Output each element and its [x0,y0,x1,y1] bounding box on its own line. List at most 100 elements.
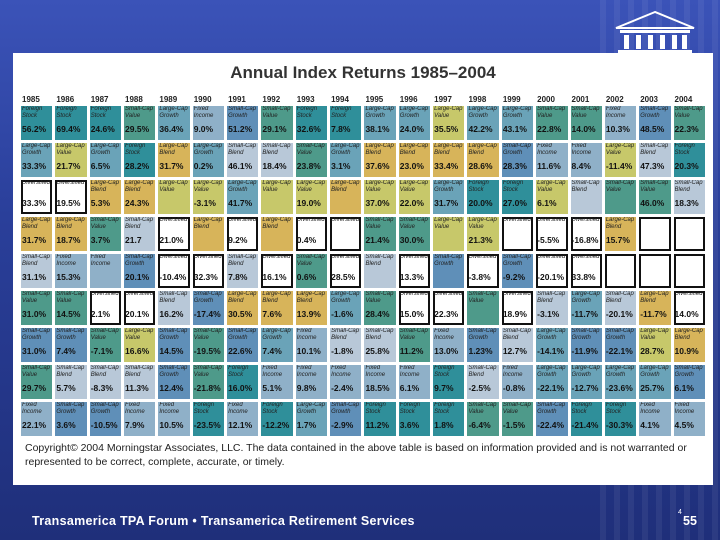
asset-class-label: Foreign Stock [434,365,455,378]
return-cell [672,216,706,252]
asset-class-label: Diversified [537,254,566,260]
return-value: 31.0% [22,346,47,356]
return-cell: Small-Cap Blend 31.1% [20,253,54,289]
asset-class-label: Small-Cap Blend [125,365,154,378]
return-value: 4.1% [640,420,660,430]
return-cell: Large-Cap Growth 43.1% [500,105,535,141]
return-cell: Small-Cap Value 31.0% [20,290,54,326]
return-cell: Small-Cap Blend -3.1% [535,290,569,326]
asset-class-label: Foreign Stock [571,402,592,415]
asset-class-label: Small-Cap Blend [228,254,257,267]
return-cell: Diversified 9.2% [226,216,260,252]
return-value: 22.3% [434,309,459,319]
asset-class-label: Small-Cap Blend [640,143,669,156]
return-value: -1.6% [331,309,354,319]
asset-class-label: Diversified [56,180,85,186]
return-value: 46.1% [228,161,253,171]
asset-class-label: Small-Cap Value [571,106,600,119]
return-cell: Large-Cap Blend 18.7% [54,216,88,252]
return-value: 10.3% [605,124,630,134]
year-header-row: 1985 1986 1987 1988 1989 1990 1991 1992 1993 1994… [20,94,706,104]
asset-class-label: Diversified [296,217,325,223]
asset-class-label: Large-Cap Blend [193,217,223,230]
return-cell: Diversified 18.9% [500,290,535,326]
return-value: 3.1% [331,161,351,171]
asset-class-label: Large-Cap Growth [228,180,257,193]
return-value: 32.6% [296,124,321,134]
table-row: Large-Cap Growth 33.3% Large-Cap Value 21.7… [20,142,706,178]
asset-class-label [675,254,704,269]
return-cell: Large-Cap Growth 7.4% [260,327,294,363]
asset-class-label: Foreign Stock [296,106,318,119]
return-value: 37.0% [365,198,390,208]
year-header: 1992 [262,94,281,104]
return-value: 16.1% [262,272,287,282]
return-cell: Large-Cap Growth 31.7% [432,179,466,215]
return-cell: Diversified 19.5% [54,179,88,215]
return-value: 19.0% [296,198,321,208]
return-cell: Small-Cap Growth 14.5% [157,327,191,363]
year-header: 1989 [159,94,178,104]
return-cell: Small-Cap Growth 20.1% [123,253,157,289]
asset-class-label: Large-Cap Growth [502,106,532,119]
return-value: 0.2% [193,161,214,171]
return-value: 30.5% [228,309,253,319]
asset-class-label: Diversified [125,291,154,297]
return-cell: Large-Cap Value -11.4% [603,142,638,178]
return-cell: Small-Cap Blend 11.3% [123,364,157,400]
return-value: 29.1% [262,124,287,134]
return-cell: Large-Cap Growth -12.7% [569,364,603,400]
asset-class-label: Large-Cap Growth [640,365,669,378]
return-cell: Fixed Income -2.4% [329,364,363,400]
return-value: -21.8% [193,383,221,393]
asset-class-label: Small-Cap Value [56,291,85,304]
return-cell: Diversified 32.3% [191,253,226,289]
return-cell: Large-Cap Value 22.0% [397,179,432,215]
asset-class-label: Large-Cap Blend [331,180,360,193]
asset-class-label: Small-Cap Growth [434,254,463,267]
transamerica-building-logo-icon [615,10,695,53]
asset-class-label: Small-Cap Growth [159,328,188,341]
return-cell: Small-Cap Blend 47.3% [638,142,672,178]
asset-class-label: Large-Cap Growth [468,106,497,119]
return-cell: Large-Cap Blend 13.9% [294,290,329,326]
return-value: 22.3% [674,124,699,134]
return-cell: Diversified 21.0% [157,216,191,252]
return-cell: Small-Cap Blend 12.7% [500,327,535,363]
return-cell: Small-Cap Growth 31.0% [20,327,54,363]
asset-class-label: Large-Cap Growth [262,328,291,341]
return-cell: Small-Cap Blend 21.7 [123,216,157,252]
year-header: 1993 [296,94,315,104]
return-value: 4.5% [674,420,694,430]
return-cell: Small-Cap Growth 3.6% [54,401,88,437]
asset-class-label: Foreign Stock [399,402,421,415]
return-cell: Large-Cap Blend [260,216,294,252]
return-cell: Large-Cap Growth -1.6% [329,290,363,326]
return-value: 33.4% [434,161,459,171]
return-value: -2.5% [468,383,491,393]
return-cell: Small-Cap Growth 12.4% [157,364,191,400]
return-cell: Small-Cap Value 21.4% [363,216,397,252]
return-cell: Small-Cap Blend 16.2% [157,290,191,326]
return-cell: Fixed Income 15.3% [54,253,88,289]
asset-class-label: Diversified [331,254,360,260]
return-cell: Large-Cap Growth -22.1% [535,364,569,400]
asset-class-label: Large-Cap Growth [296,402,326,415]
return-cell: Diversified 28.5% [329,253,363,289]
return-cell: Diversified -20.1% [535,253,569,289]
return-cell: Small-Cap Value -6.4% [466,401,500,437]
asset-class-label: Large-Cap Growth [434,180,463,193]
return-value: 16.0% [228,383,253,393]
asset-class-label: Small-Cap Value [193,365,222,378]
asset-class-label: Small-Cap Value [674,106,703,119]
return-cell: Foreign Stock 7.8% [329,105,363,141]
return-value: 16.6% [125,346,150,356]
return-cell: Large-Cap Value 28.7% [638,327,672,363]
return-value: 28.4% [365,309,390,319]
return-value: 31.0% [22,309,47,319]
return-cell: Small-Cap Value 23.8% [294,142,329,178]
return-value: 12.1% [228,420,253,430]
return-value: 7.4% [262,346,282,356]
asset-class-label: Foreign Stock [605,402,627,415]
return-cell: Diversified 13.3% [397,253,432,289]
